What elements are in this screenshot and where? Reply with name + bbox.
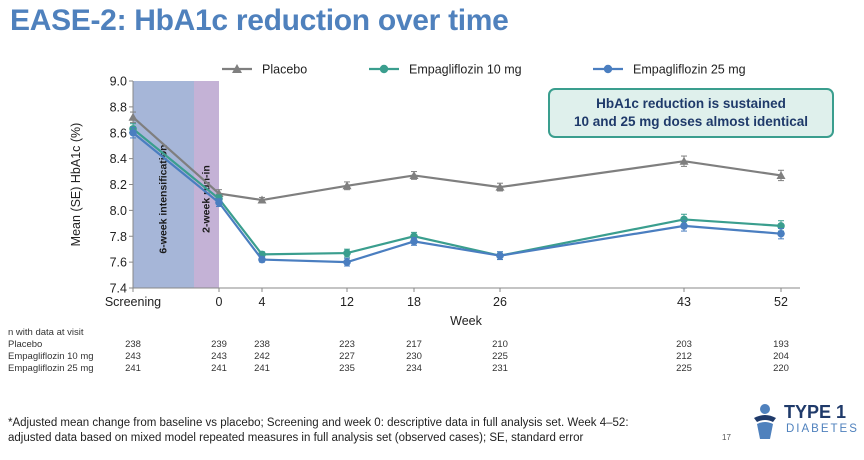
n-table-cell: 238 <box>254 339 270 350</box>
x-tick-label: 52 <box>774 295 788 309</box>
n-table-cell: 235 <box>339 363 355 374</box>
slide-title: EASE-2: HbA1c reduction over time <box>10 4 509 37</box>
n-table-cell: 243 <box>211 351 227 362</box>
data-point <box>129 128 137 137</box>
n-table-cell: 210 <box>492 339 508 350</box>
series-line-0 <box>132 116 782 202</box>
n-table-cell: 234 <box>406 363 422 374</box>
data-point <box>496 251 504 260</box>
data-point <box>343 258 351 266</box>
data-point <box>680 215 688 224</box>
n-table-cell: 243 <box>125 351 141 362</box>
legend-label: Empagliflozin 25 mg <box>633 63 746 77</box>
legend-marker <box>603 64 613 74</box>
data-point <box>215 198 223 207</box>
n-table-cell: 225 <box>492 351 508 362</box>
page-number: 17 <box>722 433 731 442</box>
callout-line-2: 10 and 25 mg doses almost identical <box>573 114 809 129</box>
data-point <box>679 156 689 165</box>
series-line-2 <box>132 131 782 264</box>
data-point <box>495 182 505 191</box>
n-table-cell: 193 <box>773 339 789 350</box>
y-tick-label: 8.8 <box>110 100 127 114</box>
data-point <box>410 237 418 246</box>
x-tick-label: 4 <box>259 295 266 309</box>
data-point <box>776 170 786 179</box>
footnote-line-1: *Adjusted mean change from baseline vs p… <box>8 417 629 429</box>
n-table-row-label: Empagliflozin 25 mg <box>8 363 94 374</box>
y-tick-label: 7.8 <box>110 230 127 244</box>
data-point <box>342 181 352 190</box>
data-point <box>777 229 785 238</box>
y-tick-label: 8.2 <box>110 178 127 192</box>
y-tick-label: 7.6 <box>110 256 127 270</box>
n-table-cell: 241 <box>254 363 270 374</box>
legend-label: Placebo <box>262 63 307 77</box>
n-table-cell: 217 <box>406 339 422 350</box>
n-table-cell: 230 <box>406 351 422 362</box>
x-axis-label: Week <box>450 314 482 328</box>
n-table-cell: 231 <box>492 363 508 374</box>
x-tick-label: 12 <box>340 295 354 309</box>
y-axis-label: Mean (SE) HbA1c (%) <box>69 123 83 247</box>
footnote: *Adjusted mean change from baseline vs p… <box>8 416 708 446</box>
x-tick-label: 43 <box>677 295 691 309</box>
x-tick-label: 18 <box>407 295 421 309</box>
n-table-cell: 225 <box>676 363 692 374</box>
band-0 <box>133 81 194 288</box>
footnote-line-2: adjusted data based on mixed model repea… <box>8 432 584 444</box>
data-point <box>409 170 419 179</box>
n-table-header: n with data at visit <box>8 327 84 338</box>
callout-box: HbA1c reduction is sustained 10 and 25 m… <box>548 88 834 138</box>
x-tick-label: 26 <box>493 295 507 309</box>
logo-text-diabetes: DIABETES <box>786 423 859 435</box>
x-tick-label: Screening <box>105 295 161 309</box>
band-label-1: 2-week run-in <box>200 165 212 233</box>
logo-text-type1: TYPE 1 <box>784 402 847 422</box>
y-tick-label: 8.0 <box>110 204 127 218</box>
n-table-cell: 241 <box>125 363 141 374</box>
n-table-cell: 238 <box>125 339 141 350</box>
n-table-cell: 203 <box>676 339 692 350</box>
n-table-cell: 227 <box>339 351 355 362</box>
n-table-cell: 220 <box>773 363 789 374</box>
y-tick-label: 7.4 <box>110 282 127 296</box>
x-tick-label: 0 <box>216 295 223 309</box>
data-point <box>128 112 138 121</box>
n-table-cell: 223 <box>339 339 355 350</box>
data-point <box>777 222 785 230</box>
n-table-cell: 204 <box>773 351 789 362</box>
data-point <box>343 249 351 257</box>
y-tick-label: 8.6 <box>110 126 127 140</box>
legend-marker <box>379 64 389 74</box>
y-tick-label: 8.4 <box>110 152 127 166</box>
legend-label: Empagliflozin 10 mg <box>409 63 522 77</box>
type1-diabetes-logo: TYPE 1 DIABETES <box>748 402 858 442</box>
n-table-cell: 241 <box>211 363 227 374</box>
n-table-cell: 239 <box>211 339 227 350</box>
legend-marker <box>232 64 242 73</box>
band-label-0: 6-week intensification <box>157 144 169 253</box>
series-line-1 <box>132 128 782 257</box>
data-point <box>257 195 267 204</box>
callout-line-1: HbA1c reduction is sustained <box>596 96 786 111</box>
data-point <box>258 255 266 264</box>
n-table-row-label: Empagliflozin 10 mg <box>8 351 94 362</box>
n-table-cell: 242 <box>254 351 270 362</box>
data-point <box>680 222 688 230</box>
n-table-row-label: Placebo <box>8 339 43 350</box>
n-table-cell: 212 <box>676 351 692 362</box>
logo-figure-icon <box>754 404 776 439</box>
y-tick-label: 9.0 <box>110 75 127 89</box>
